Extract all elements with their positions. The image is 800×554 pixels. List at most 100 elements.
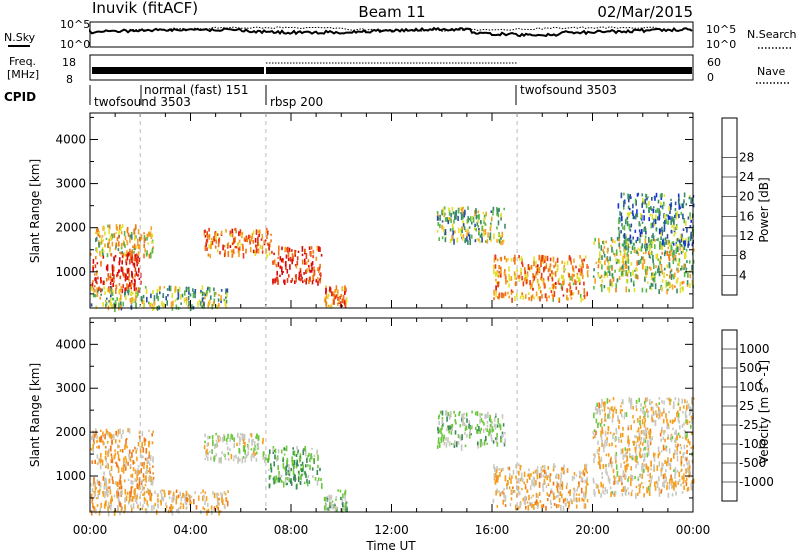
data-cell <box>497 418 499 424</box>
data-cell <box>179 505 182 509</box>
data-cell <box>125 443 127 448</box>
data-cell <box>121 243 123 248</box>
data-cell <box>445 411 448 417</box>
data-cell <box>679 435 681 439</box>
data-cell <box>656 404 659 408</box>
data-cell <box>667 222 669 225</box>
data-cell <box>668 262 671 268</box>
data-cell <box>303 448 305 451</box>
data-cell <box>593 412 595 419</box>
data-cell <box>295 453 298 457</box>
data-cell <box>635 435 638 439</box>
data-cell <box>581 497 583 502</box>
data-cell <box>95 508 97 514</box>
data-cell <box>489 424 492 428</box>
data-cell <box>219 437 222 442</box>
data-cell <box>100 237 103 244</box>
data-cell <box>302 280 304 284</box>
data-cell <box>270 239 272 243</box>
data-cell <box>121 448 124 453</box>
data-cell <box>182 503 185 509</box>
data-cell <box>137 470 139 476</box>
data-cell <box>213 238 216 242</box>
data-cell <box>599 251 601 256</box>
data-cell <box>329 503 331 508</box>
data-cell <box>638 432 641 436</box>
data-cell <box>683 452 686 455</box>
data-cell <box>497 282 499 288</box>
data-cell <box>681 491 684 494</box>
data-cell <box>681 281 684 285</box>
data-cell <box>664 237 667 240</box>
data-cell <box>659 228 661 234</box>
data-cell <box>621 432 624 438</box>
data-cell <box>475 228 477 232</box>
data-cell <box>503 492 505 495</box>
data-cell <box>141 454 143 459</box>
data-cell <box>334 290 337 293</box>
data-cell <box>682 479 685 483</box>
data-cell <box>691 486 693 491</box>
data-cell <box>215 453 218 457</box>
data-cell <box>689 260 691 264</box>
data-cell <box>639 415 641 420</box>
data-cell <box>646 408 648 413</box>
data-cell <box>643 259 646 264</box>
data-cell <box>121 269 124 274</box>
data-cell <box>231 253 234 258</box>
data-cell <box>643 493 645 498</box>
data-cell <box>517 506 520 510</box>
data-cell <box>622 486 625 492</box>
data-cell <box>677 397 680 402</box>
data-cell <box>603 251 605 254</box>
data-cell <box>652 272 655 278</box>
data-cell <box>681 436 684 439</box>
data-cell <box>437 415 440 420</box>
data-cell <box>645 430 648 434</box>
data-cell <box>564 497 567 502</box>
data-cell <box>160 493 163 499</box>
data-cell <box>132 459 134 465</box>
data-cell <box>538 254 540 261</box>
data-cell <box>610 407 612 410</box>
data-cell <box>665 461 668 467</box>
data-cell <box>494 271 497 277</box>
data-cell <box>494 254 497 261</box>
data-cell <box>213 506 216 511</box>
data-cell <box>100 502 102 508</box>
freq-panel: Freq. [MHz] 18 8 60 0 Nave <box>7 54 790 86</box>
data-cell <box>197 301 199 307</box>
data-cell <box>218 294 220 297</box>
data-cell <box>663 201 665 207</box>
data-cell <box>663 228 666 232</box>
data-cell <box>602 483 604 489</box>
data-cell <box>586 270 589 276</box>
x-tick-label: 08:00 <box>274 523 309 537</box>
data-cell <box>644 446 647 451</box>
data-cell <box>650 282 653 287</box>
data-cell <box>295 462 298 467</box>
data-cell <box>663 480 665 486</box>
data-cell <box>552 295 554 300</box>
x-tick-labels: 00:00 04:00 08:00 12:00 16:00 20:00 00:00 <box>73 523 711 537</box>
data-cell <box>108 448 110 454</box>
data-cell <box>552 298 554 302</box>
data-cell <box>663 410 665 413</box>
data-cell <box>162 293 165 298</box>
data-cell <box>613 491 616 493</box>
data-cell <box>687 466 689 473</box>
data-cell <box>649 402 652 406</box>
data-cell <box>105 465 107 469</box>
data-cell <box>457 208 460 214</box>
data-cell <box>337 291 339 297</box>
data-cell <box>676 412 678 418</box>
data-cell <box>189 494 191 500</box>
data-cell <box>94 264 97 269</box>
data-cell <box>523 277 526 282</box>
data-cell <box>118 486 121 490</box>
data-cell <box>167 509 170 514</box>
y-tick-label: 4000 <box>55 132 86 146</box>
data-cell <box>690 446 693 449</box>
data-cell <box>542 483 544 489</box>
data-cell <box>287 477 290 480</box>
